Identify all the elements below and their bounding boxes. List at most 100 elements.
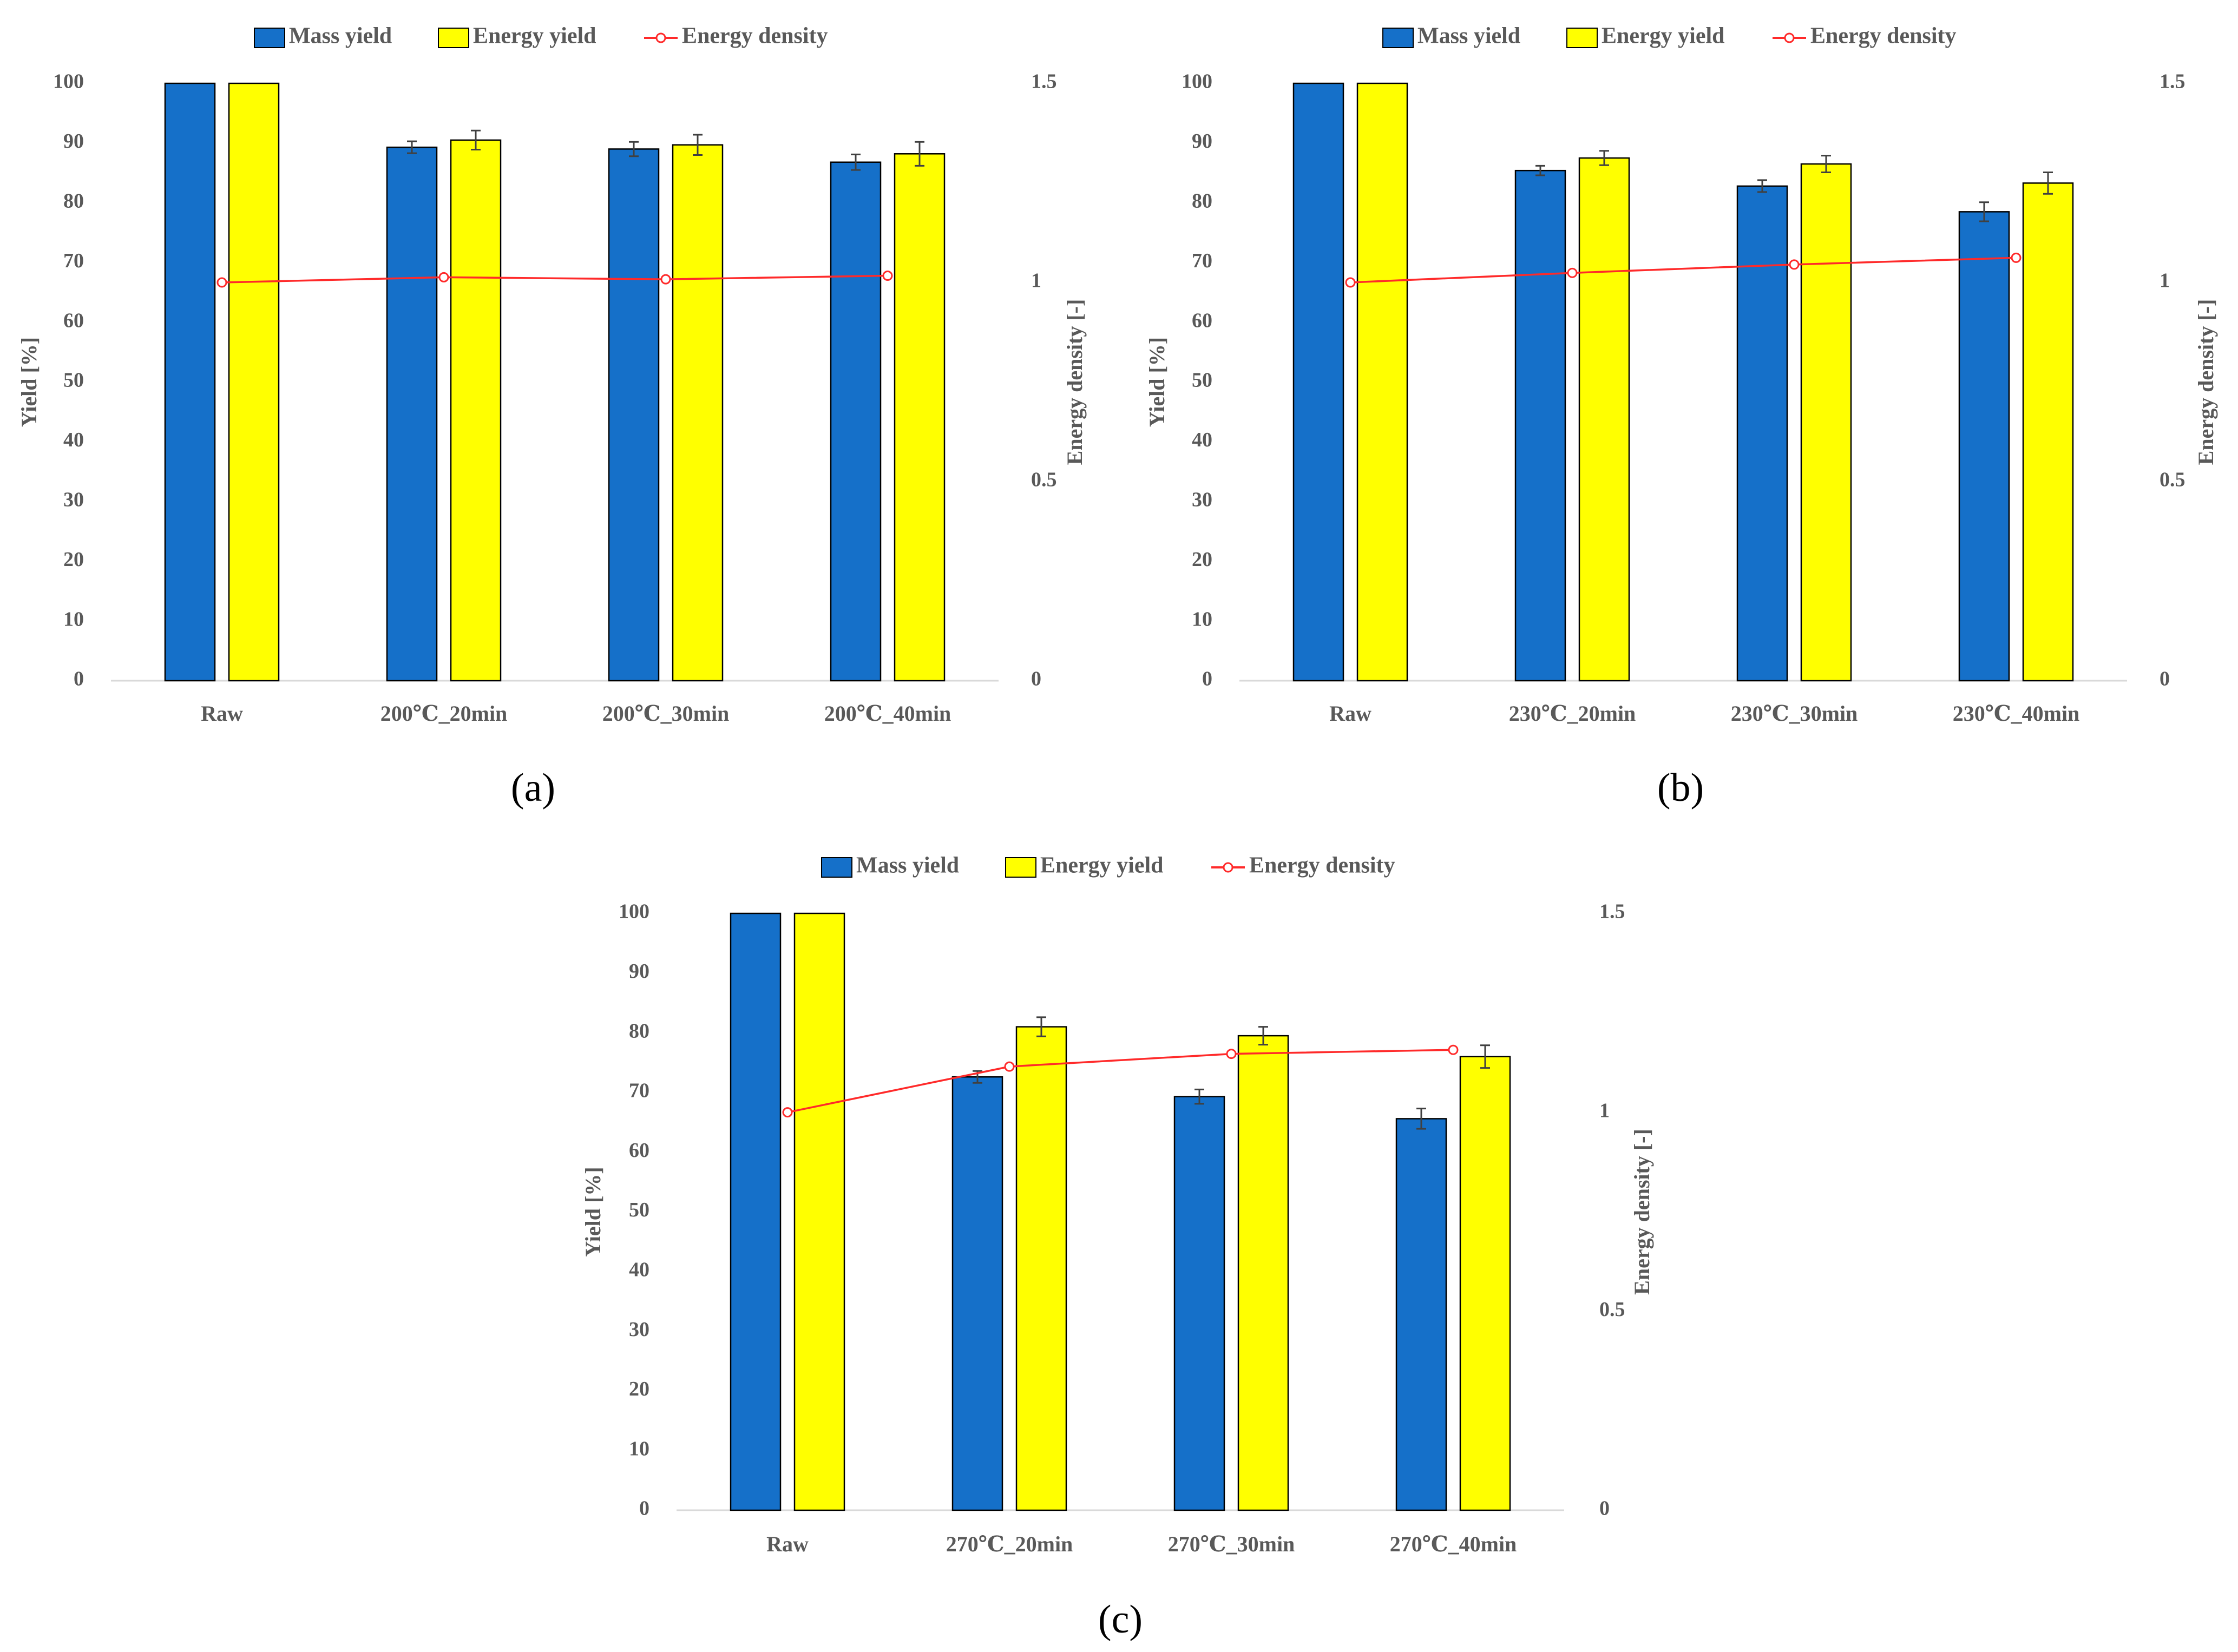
- error-bar: [471, 129, 481, 151]
- y-tick-label: 100: [619, 900, 649, 923]
- legend-label-energy-density: Energy density: [1249, 853, 1395, 878]
- x-tick-label: 200℃_30min: [602, 701, 730, 726]
- y-tick-label: 10: [1192, 608, 1212, 630]
- error-bar: [1258, 1026, 1268, 1046]
- y-tick-label: 20: [1192, 548, 1212, 571]
- energy-yield-bar: [1459, 1056, 1511, 1511]
- chart-panel-2: 0 10 20 30 40 50 60 70 80 90 100 0 0.5 1 1.5 Yield [%] E…: [1145, 24, 2218, 810]
- energy-yield-bar: [1578, 157, 1630, 682]
- y-tick-label: 20: [63, 548, 84, 571]
- energy-density-point: [882, 270, 893, 281]
- mass-yield-bar: [830, 161, 882, 682]
- energy-yield-bar: [2022, 182, 2074, 682]
- legend-label-mass-yield: Mass yield: [289, 24, 392, 49]
- y2-tick-label: 0.5: [2160, 469, 2186, 491]
- y2-tick-label: 0: [1031, 668, 1041, 690]
- legend: Mass yield Energy yield Energy density: [254, 24, 828, 49]
- y-axis-label: Yield [%]: [1145, 337, 1169, 427]
- mass-yield-bar: [1736, 185, 1788, 682]
- panel-label: (c): [1098, 1597, 1143, 1642]
- y-tick-label: 80: [629, 1019, 649, 1042]
- y-tick-label: 30: [1192, 489, 1212, 511]
- y-tick-label: 40: [1192, 429, 1212, 451]
- legend-label-energy-yield: Energy yield: [1040, 853, 1164, 878]
- legend: Mass yield Energy yield Energy density: [821, 853, 1395, 878]
- panel-label: (b): [1657, 766, 1704, 810]
- error-bar: [1821, 155, 1831, 173]
- y-tick-label: 90: [629, 960, 649, 983]
- legend-marker-energy-density: [655, 32, 666, 43]
- legend-label-energy-density: Energy density: [1810, 24, 1957, 49]
- error-bar: [851, 153, 861, 171]
- legend-label-mass-yield: Mass yield: [856, 853, 959, 878]
- x-tick-label: 270℃_40min: [1390, 1532, 1517, 1556]
- mass-yield-bar: [1173, 1096, 1225, 1511]
- y-tick-label: 90: [63, 130, 84, 153]
- panel-label: (a): [511, 766, 555, 810]
- y-tick-label: 60: [63, 309, 84, 332]
- y2-tick-label: 1.5: [1031, 70, 1057, 93]
- energy-yield-bar: [793, 912, 845, 1511]
- mass-yield-bar: [608, 148, 660, 682]
- y-tick-label: 0: [74, 668, 84, 690]
- y2-tick-label: 0.5: [1599, 1298, 1625, 1321]
- energy-density-point: [1448, 1044, 1459, 1055]
- legend-swatch-energy-yield: [438, 28, 469, 48]
- chart-panel-3: 0 10 20 30 40 50 60 70 80 90 100 0 0.5 1 1.5 Yield [%] E…: [581, 853, 1654, 1642]
- y-tick-label: 90: [1192, 130, 1212, 153]
- legend-swatch-mass-yield: [1382, 28, 1414, 48]
- mass-yield-bar: [386, 146, 438, 682]
- energy-density-point: [782, 1107, 793, 1118]
- x-tick-label: 230℃_30min: [1731, 701, 1858, 726]
- energy-density-point: [438, 272, 449, 282]
- x-tick-label: 200℃_20min: [380, 701, 508, 726]
- chart-panel-1: 0 10 20 30 40 50 60 70 80 90 100 0 0.5 1 1.5 Yield [%] E…: [17, 24, 1087, 810]
- y-tick-label: 50: [1192, 369, 1212, 392]
- energy-yield-bar: [1356, 82, 1408, 682]
- y-tick-label: 0: [639, 1497, 649, 1520]
- y2-tick-label: 1: [1031, 269, 1041, 292]
- energy-density-point: [216, 277, 227, 288]
- y-tick-label: 50: [63, 369, 84, 392]
- energy-density-point: [1567, 267, 1578, 278]
- x-tick-label: 230℃_40min: [1953, 701, 2080, 726]
- y-tick-label: 70: [1192, 249, 1212, 272]
- error-bar: [1036, 1016, 1046, 1037]
- x-tick-label: 230℃_20min: [1509, 701, 1636, 726]
- legend-label-energy-yield: Energy yield: [473, 24, 596, 49]
- y2-tick-label: 0: [2160, 668, 2170, 690]
- y-tick-label: 70: [63, 249, 84, 272]
- legend-swatch-mass-yield: [254, 28, 285, 48]
- y-tick-label: 40: [629, 1259, 649, 1281]
- legend-swatch-energy-yield: [1566, 28, 1598, 48]
- energy-yield-bar: [894, 153, 946, 682]
- x-tick-label: 270℃_30min: [1168, 1532, 1295, 1556]
- energy-density-point: [1789, 259, 1800, 270]
- mass-yield-bar: [1958, 211, 2010, 682]
- y2-tick-label: 1.5: [1599, 900, 1625, 923]
- energy-density-line: [787, 1049, 1454, 1114]
- y-axis-label: Yield [%]: [581, 1167, 605, 1256]
- energy-density-line: [221, 274, 888, 284]
- y2-axis-label: Energy density [-]: [1062, 299, 1087, 465]
- y2-tick-label: 1.5: [2160, 70, 2186, 93]
- mass-yield-bar: [1514, 169, 1566, 682]
- error-bar: [629, 141, 639, 157]
- legend-marker-energy-density: [1223, 862, 1233, 873]
- y-tick-label: 10: [63, 608, 84, 630]
- energy-density-point: [1226, 1049, 1237, 1059]
- y-tick-label: 40: [63, 429, 84, 451]
- y-tick-label: 100: [53, 70, 84, 93]
- energy-yield-bar: [1800, 163, 1852, 682]
- y-tick-label: 100: [1182, 70, 1212, 93]
- error-bar: [1195, 1088, 1204, 1105]
- mass-yield-bar: [730, 912, 782, 1511]
- x-tick-label: 200℃_40min: [824, 701, 951, 726]
- legend-label-mass-yield: Mass yield: [1417, 24, 1520, 49]
- legend: Mass yield Energy yield Energy density: [1382, 24, 1957, 49]
- y-tick-label: 60: [1192, 309, 1212, 332]
- y-tick-label: 20: [629, 1378, 649, 1400]
- y-tick-label: 70: [629, 1080, 649, 1102]
- y-axis-label: Yield [%]: [17, 337, 41, 427]
- y-tick-label: 80: [63, 190, 84, 213]
